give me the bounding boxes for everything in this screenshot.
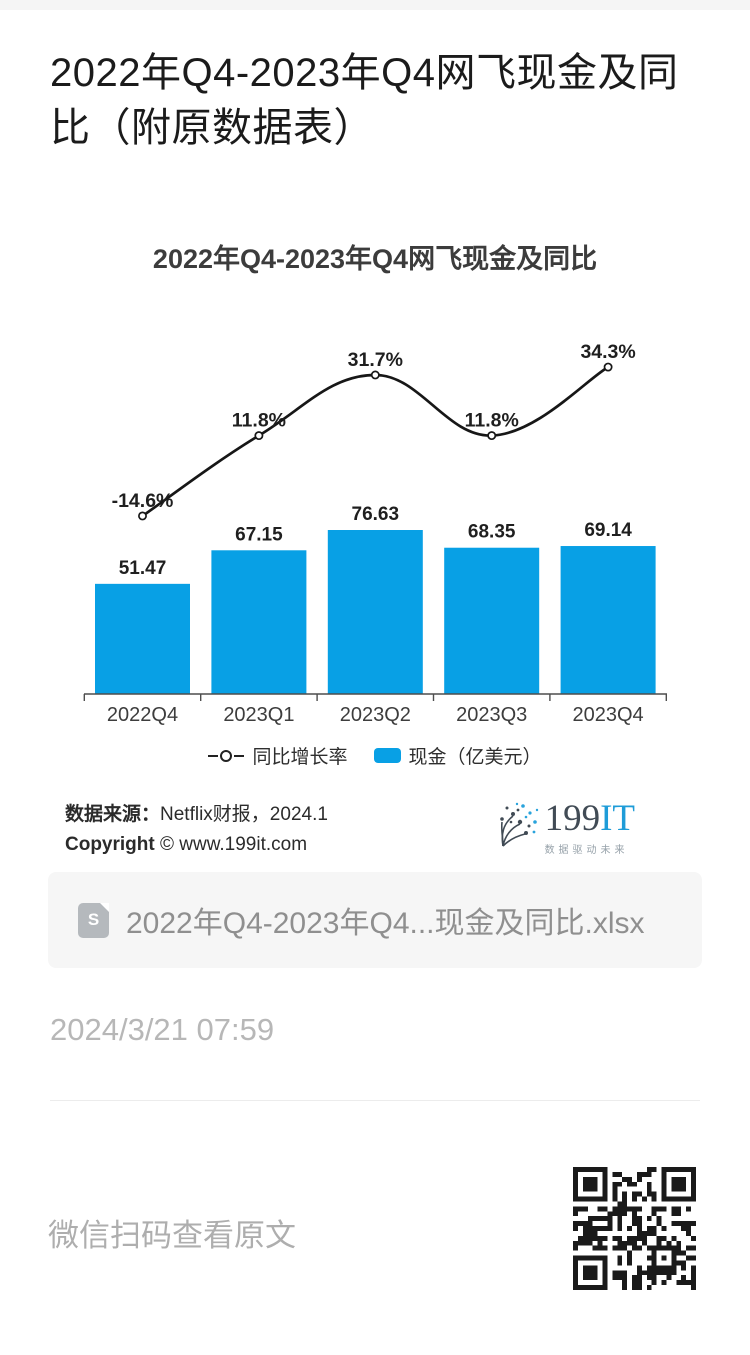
chart-legend: 同比增长率 现金（亿美元） bbox=[0, 742, 750, 769]
xlsx-file-icon: S bbox=[78, 902, 109, 938]
file-icon-letter: S bbox=[87, 910, 100, 929]
scan-hint: 微信扫码查看原文 bbox=[48, 1218, 296, 1253]
line-marker bbox=[254, 431, 264, 441]
category-label: 2023Q4 bbox=[573, 704, 644, 726]
page-fold-icon bbox=[100, 902, 109, 912]
copyright-value: © www.199it.com bbox=[160, 834, 308, 856]
legend-item-cash: 现金（亿美元） bbox=[373, 742, 542, 769]
line-marker bbox=[138, 511, 147, 521]
logo-tagline: 数据驱动未来 bbox=[544, 845, 629, 856]
dandelion-icon bbox=[499, 802, 538, 847]
source-value: Netflix财报，2024.1 bbox=[160, 804, 328, 825]
category-label: 2022Q4 bbox=[107, 704, 178, 726]
bar-value-label: 69.14 bbox=[584, 520, 632, 541]
bar bbox=[560, 546, 656, 694]
bar-swatch-icon bbox=[373, 748, 401, 763]
category-label: 2023Q2 bbox=[340, 704, 411, 726]
line-marker bbox=[487, 431, 497, 441]
bar bbox=[211, 550, 307, 694]
line-marker bbox=[603, 362, 613, 372]
data-source: 数据来源：Netflix财报，2024.1 Copyright © www.19… bbox=[65, 800, 685, 861]
divider bbox=[50, 1100, 700, 1101]
growth-rate-label: 34.3% bbox=[580, 341, 635, 363]
line-marker-icon bbox=[208, 749, 245, 762]
category-label: 2023Q3 bbox=[456, 704, 527, 726]
bar-value-label: 68.35 bbox=[468, 522, 516, 543]
bar bbox=[327, 530, 423, 694]
qr-code bbox=[573, 1167, 696, 1290]
article-title: 2022年Q4-2023年Q4网飞现金及同比（附原数据表） bbox=[50, 51, 679, 151]
copyright-label: Copyright bbox=[65, 834, 155, 856]
legend-label-growth-rate: 同比增长率 bbox=[252, 747, 348, 768]
combo-chart: 51.47 2022Q4 67.15 2023Q1 76.63 2023Q2 68.35 20… bbox=[83, 341, 667, 726]
logo-wordmark: 199IT bbox=[544, 798, 635, 839]
199it-logo: 199IT 数据驱动未来 bbox=[493, 800, 635, 856]
top-strip bbox=[0, 0, 750, 10]
legend-label-cash: 现金（亿美元） bbox=[408, 747, 542, 768]
growth-rate-label: 11.8% bbox=[465, 410, 519, 432]
bar-value-label: 51.47 bbox=[119, 558, 167, 579]
bar-value-label: 67.15 bbox=[235, 524, 283, 545]
growth-rate-label: 11.8% bbox=[232, 410, 286, 432]
attachment-filename: 2022年Q4-2023年Q4...现金及同比.xlsx bbox=[126, 907, 645, 940]
category-label: 2023Q1 bbox=[223, 704, 294, 726]
bar bbox=[444, 547, 540, 694]
growth-rate-label: 31.7% bbox=[348, 349, 403, 371]
publish-timestamp: 2024/3/21 07:59 bbox=[50, 1012, 275, 1047]
source-label: 数据来源： bbox=[65, 804, 161, 825]
bar bbox=[95, 583, 190, 694]
growth-rate-line bbox=[141, 365, 609, 518]
chart-footer: 数据来源：Netflix财报，2024.1 Copyright © www.19… bbox=[65, 800, 685, 861]
chart-title: 2022年Q4-2023年Q4网飞现金及同比 bbox=[152, 244, 598, 274]
legend-item-growth-rate: 同比增长率 bbox=[208, 742, 348, 769]
chart-figure: 2022年Q4-2023年Q4网飞现金及同比 51.47 2022Q4 67.15 2… bbox=[0, 170, 750, 870]
bar-value-label: 76.63 bbox=[352, 504, 400, 525]
attachment-card[interactable]: S 2022年Q4-2023年Q4...现金及同比.xlsx bbox=[48, 872, 702, 968]
growth-rate-label: -14.6% bbox=[112, 490, 174, 512]
line-marker bbox=[370, 370, 380, 380]
